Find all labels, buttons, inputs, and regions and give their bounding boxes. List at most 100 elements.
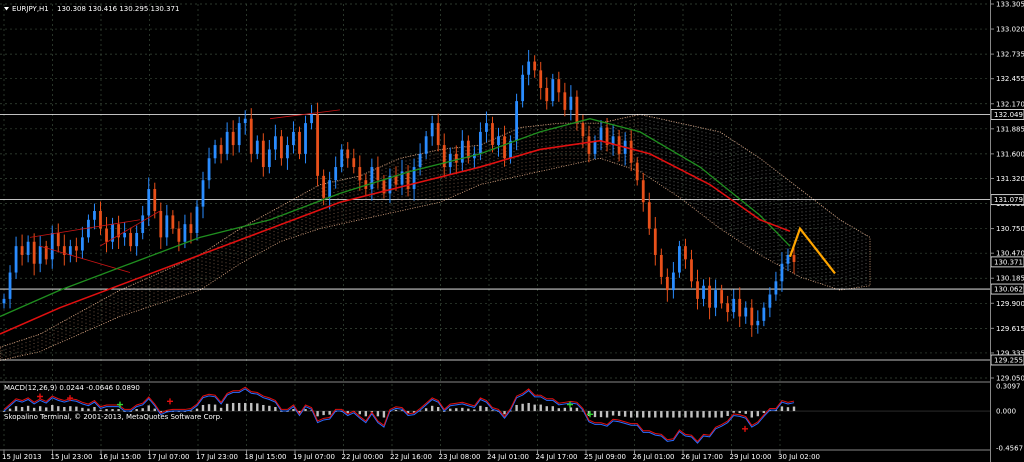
y-tick-label: 131.320: [996, 175, 1024, 183]
candle-body: [442, 145, 446, 168]
macd-bar: [744, 411, 747, 414]
candle-body: [714, 290, 718, 308]
macd-bar: [45, 407, 48, 412]
candle-body: [792, 254, 796, 262]
x-tick-label: 26 Jul 17:00: [681, 453, 723, 461]
candle-body: [243, 118, 247, 124]
candle-body: [292, 131, 295, 146]
candle-body: [334, 167, 338, 181]
macd-bar: [20, 407, 24, 412]
macd-bar: [732, 411, 735, 413]
macd-bar: [75, 406, 78, 412]
candle-body: [515, 101, 518, 141]
macd-bar: [141, 408, 144, 412]
y-tick-label: 131.600: [996, 150, 1024, 158]
x-tick-label: 29 Jul 10:00: [730, 453, 772, 461]
macd-bar: [654, 411, 657, 418]
signal-line: [3, 386, 795, 443]
ma-slow-line: [0, 139, 791, 335]
candle-body: [20, 246, 24, 255]
macd-bar: [690, 411, 693, 418]
candle-body: [123, 232, 127, 238]
candle-body: [2, 298, 6, 304]
candle-body: [237, 123, 241, 146]
y-axis: 133.305 133.020 132.735 132.455 132.170 131.8…: [990, 1, 1024, 383]
candle-body: [87, 219, 90, 238]
candle-body: [358, 167, 362, 181]
x-tick-label: 15 Jul 23:00: [51, 453, 93, 461]
macd-bar: [738, 411, 741, 414]
candle-body: [569, 96, 573, 110]
candles: [2, 49, 796, 337]
macd-bar: [382, 411, 386, 418]
candle-body: [195, 206, 199, 233]
macd-bar: [485, 407, 488, 412]
price-label: 130.371: [994, 258, 1023, 266]
signal-marker-icon: [587, 411, 593, 418]
macd-bar: [473, 409, 476, 412]
candle-body: [756, 320, 760, 326]
y-tick-label: 130.750: [996, 225, 1024, 233]
candle-body: [587, 136, 591, 154]
candle-body: [611, 136, 615, 146]
macd-bar: [111, 409, 114, 412]
macd-bar: [244, 402, 247, 412]
macd-bar: [256, 403, 259, 412]
macd-title: MACD(12,26,9) 0.0244 -0.0646 0.0890: [4, 384, 140, 392]
macd-tick-label: 0.000: [996, 408, 1016, 416]
candle-body: [68, 246, 72, 255]
macd-bar: [467, 408, 470, 412]
candle-body: [231, 131, 235, 146]
macd-tick-label: -0.4567: [996, 445, 1023, 453]
macd-bar: [756, 411, 760, 417]
y-tick-label: 132.170: [996, 100, 1024, 108]
candle-body: [280, 136, 283, 159]
x-tick-label: 22 Jul 00:00: [342, 453, 384, 461]
x-tick-label: 18 Jul 15:00: [245, 453, 287, 461]
macd-bar: [539, 404, 542, 412]
candle-body: [159, 210, 163, 238]
macd-bar: [418, 410, 422, 412]
candle-body: [466, 140, 470, 159]
y-tick-label: 129.615: [996, 325, 1024, 333]
candle-body: [400, 171, 404, 185]
macd-bar: [605, 411, 609, 418]
candle-body: [479, 131, 482, 154]
symbol-title: EURJPY,H1: [12, 5, 49, 13]
candle-body: [738, 298, 742, 317]
candle-body: [653, 228, 657, 255]
candle-body: [702, 285, 705, 299]
candle-body: [671, 272, 675, 291]
candle-body: [593, 140, 597, 154]
macd-bar: [51, 404, 54, 412]
macd-bar: [2, 411, 6, 412]
candle-body: [44, 246, 48, 260]
signal-marker-icon: [67, 395, 73, 402]
candle-body: [316, 114, 319, 176]
candle-body: [557, 79, 561, 93]
macd-bar: [491, 410, 494, 412]
macd-bar: [105, 409, 108, 412]
candle-body: [720, 290, 724, 304]
macd-bar: [515, 404, 518, 412]
candle-body: [141, 215, 145, 233]
candle-body: [249, 118, 253, 154]
x-tick-label: 23 Jul 08:00: [439, 453, 481, 461]
macd-bar: [304, 409, 307, 412]
macd-bar: [599, 411, 603, 418]
macd-bar: [792, 406, 796, 412]
candle-body: [732, 298, 736, 313]
menu-arrow-icon[interactable]: [4, 7, 9, 11]
macd-panel: 0.3097 0.000 -0.4567: [0, 383, 1023, 453]
candle-body: [641, 180, 645, 203]
candle-body: [563, 92, 567, 110]
candle-body: [744, 307, 748, 317]
macd-bar: [557, 408, 561, 412]
signal-marker-icon: [37, 393, 43, 400]
macd-bar: [153, 408, 156, 412]
candle-body: [527, 61, 531, 75]
candle-body: [430, 123, 434, 137]
macd-bar: [696, 411, 699, 418]
candle-body: [177, 228, 181, 242]
